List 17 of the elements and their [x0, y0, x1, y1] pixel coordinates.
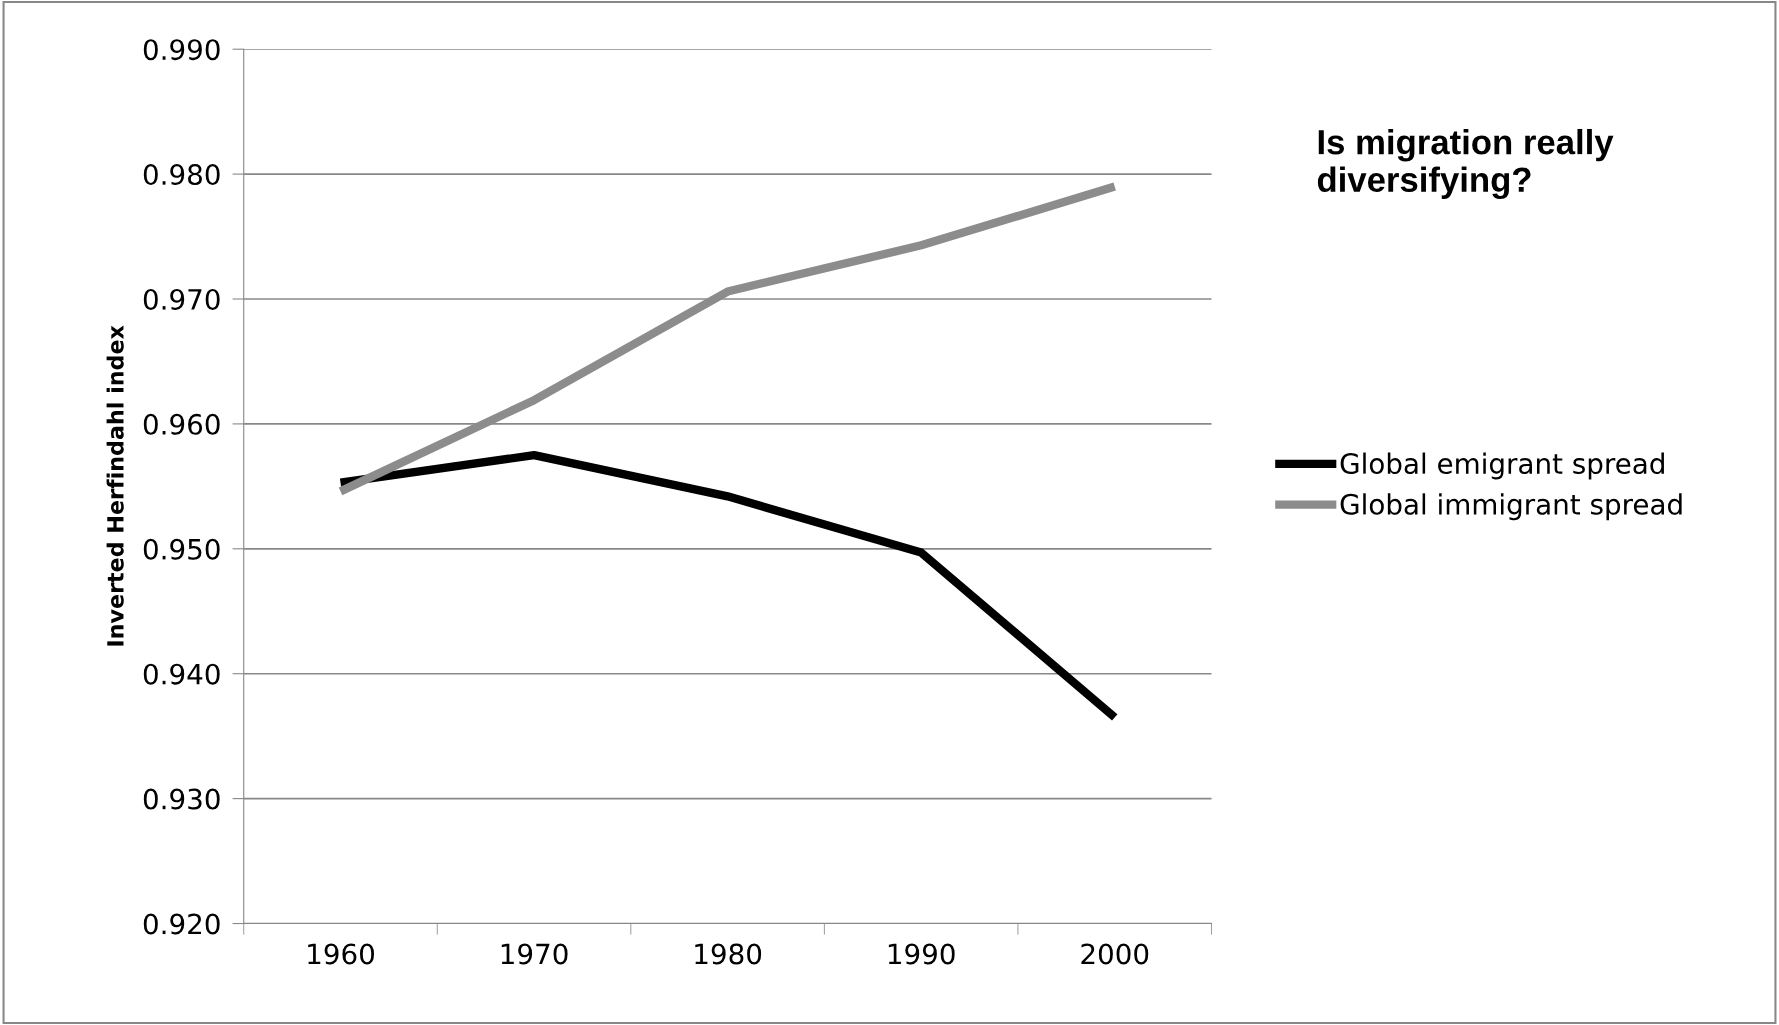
y-tick-label: 0.990 — [143, 39, 220, 61]
x-tick-label: 1980 — [695, 943, 762, 965]
y-tick-label: 0.960 — [143, 413, 220, 435]
y-tick-label: 0.970 — [143, 288, 220, 310]
y-axis-title: Inverted Herfindahl index — [106, 325, 124, 646]
text: Is migration really diversifying? — [1317, 128, 1614, 200]
y-tick-label: 0.930 — [143, 788, 220, 810]
x-tick-label: 2000 — [1081, 943, 1149, 965]
y-tick-label: 0.920 — [143, 913, 220, 935]
y-tick-label: 0.980 — [143, 164, 220, 186]
x-tick-label: 1960 — [308, 943, 374, 965]
legend-label: Global immigrant spread — [1340, 493, 1682, 521]
legend-label: Global emigrant spread — [1340, 452, 1664, 480]
y-tick-label: 0.940 — [143, 663, 220, 685]
x-tick-label: 1990 — [888, 943, 955, 965]
y-tick-label: 0.950 — [143, 538, 220, 560]
x-tick-label: 1970 — [501, 943, 568, 965]
